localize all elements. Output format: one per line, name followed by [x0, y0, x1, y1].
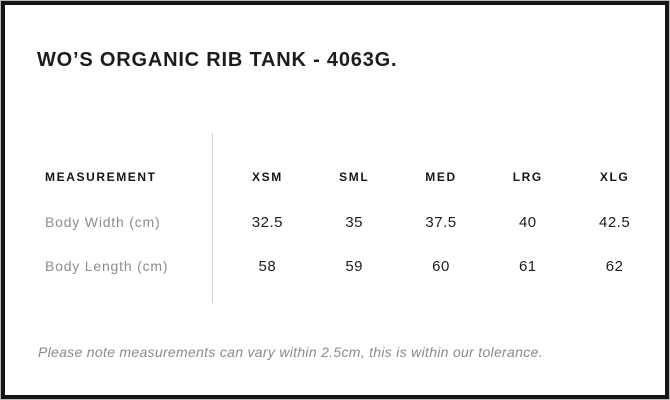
body-width-xsm: 32.5	[251, 213, 283, 231]
body-length-lrg: 61	[518, 257, 537, 275]
body-length-xsm: 58	[258, 257, 277, 275]
body-width-sml: 35	[345, 213, 364, 231]
product-title: WO’S ORGANIC RIB TANK - 4063G.	[37, 49, 398, 71]
tolerance-note: Please note measurements can vary within…	[38, 344, 543, 360]
size-header-xsm: XSM	[251, 170, 283, 184]
measurement-column-header: MEASUREMENT	[45, 170, 157, 184]
table-header-row: MEASUREMENT XSM SML MED LRG XLG	[45, 163, 658, 191]
body-width-xlg: 42.5	[598, 213, 631, 231]
row-label-body-length: Body Length (cm)	[45, 258, 169, 274]
table-row-body-width: Body Width (cm) 32.5 35 37.5 40 42.5	[45, 208, 658, 236]
body-width-lrg: 40	[518, 213, 537, 231]
table-vertical-divider	[212, 133, 213, 303]
size-header-lrg: LRG	[512, 170, 543, 184]
body-length-xlg: 62	[605, 257, 624, 275]
body-length-med: 60	[432, 257, 450, 275]
size-header-med: MED	[425, 170, 457, 184]
size-header-xlg: XLG	[599, 170, 630, 184]
table-row-body-length: Body Length (cm) 58 59 60 61 62	[45, 252, 658, 280]
size-header-sml: SML	[339, 170, 370, 184]
body-width-med: 37.5	[425, 213, 457, 231]
row-label-body-width: Body Width (cm)	[45, 214, 161, 230]
body-length-sml: 59	[345, 257, 364, 275]
